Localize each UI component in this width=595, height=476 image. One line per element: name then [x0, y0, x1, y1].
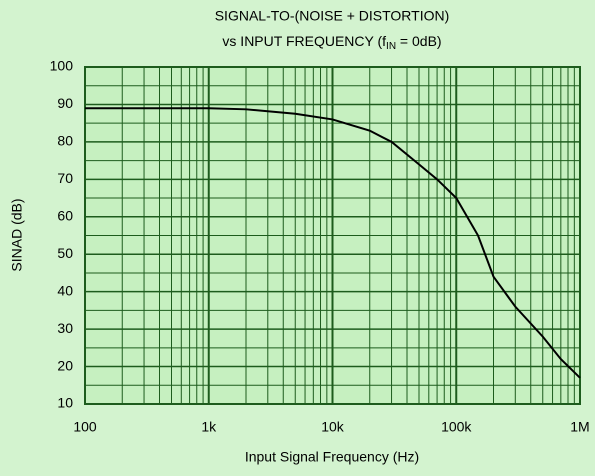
y-tick-label: 60	[57, 207, 73, 223]
y-tick-label: 10	[57, 395, 73, 411]
title-part: vs INPUT FREQUENCY (f	[222, 33, 386, 49]
plot-frame	[84, 66, 581, 405]
chart-title: SIGNAL-TO-(NOISE + DISTORTION)	[215, 8, 450, 24]
x-tick-label: 1M	[570, 419, 589, 435]
x-tick-label: 100	[73, 419, 97, 435]
y-tick-label: 100	[50, 58, 74, 74]
title-subscript: IN	[386, 41, 396, 52]
y-tick-label: 30	[57, 320, 73, 336]
x-axis-label: Input Signal Frequency (Hz)	[245, 449, 419, 465]
y-tick-label: 80	[57, 133, 73, 149]
x-tick-label: 1k	[201, 419, 217, 435]
y-tick-label: 40	[57, 282, 73, 298]
chart-subtitle: vs INPUT FREQUENCY (fIN = 0dB)	[222, 33, 441, 52]
x-tick-label: 100k	[441, 419, 472, 435]
y-tick-label: 20	[57, 357, 73, 373]
y-tick-label: 90	[57, 95, 73, 111]
data-line	[85, 107, 581, 379]
x-tick-label: 10k	[321, 419, 345, 435]
title-part: = 0dB)	[396, 33, 442, 49]
y-axis-label: SINAD (dB)	[9, 198, 25, 271]
y-tick-label: 50	[57, 245, 73, 261]
y-tick-label: 70	[57, 170, 73, 186]
